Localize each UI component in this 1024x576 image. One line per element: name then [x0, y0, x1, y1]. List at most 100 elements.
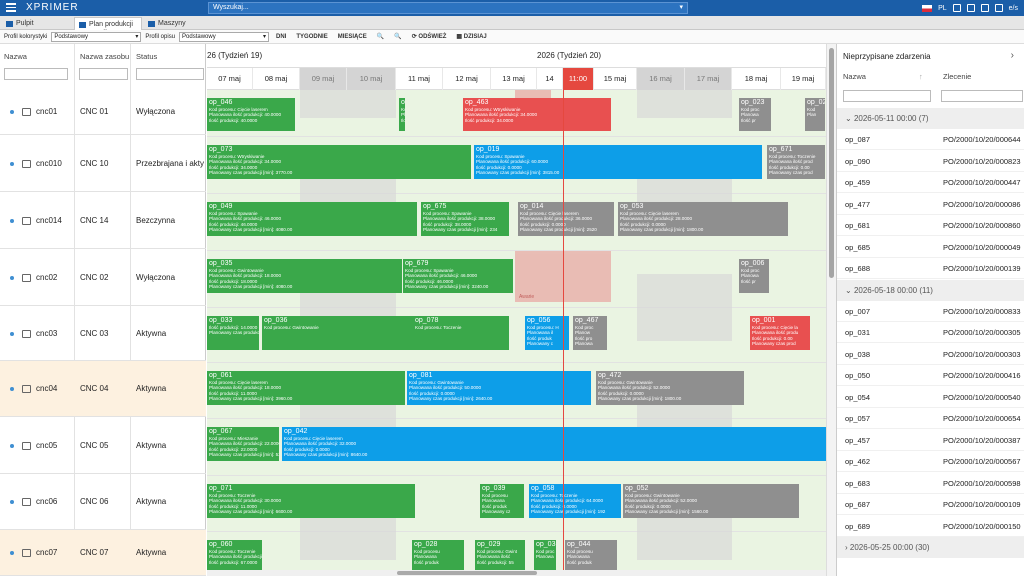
operation-bar[interactable]: op_052 Kod procesu: Gwintowanie Planowana …	[623, 484, 799, 518]
day-header-cell[interactable]: 11 maj	[396, 68, 443, 90]
operation-bar[interactable]: op_067 Kod procesu: Mieszanie Planowana il…	[207, 427, 279, 461]
operation-bar[interactable]: op_467 Kod proc Planow Ilość pro Planowa	[573, 316, 607, 350]
vertical-scrollbar[interactable]	[826, 44, 836, 576]
color-profile-select[interactable]: Podstawowy	[51, 31, 142, 42]
column-header-name[interactable]: Nazwa	[843, 72, 866, 81]
operation-bar[interactable]: op_02 Kod Plan	[805, 98, 825, 131]
operation-bar[interactable]: op_060 Kod procesu: Toczenie Planowana ilo…	[207, 540, 262, 572]
chevron-icon[interactable]: ⌄	[845, 285, 854, 295]
event-group-header[interactable]: ⌄ 2026-05-18 00:00 (11)	[837, 279, 1024, 301]
resource-row[interactable]: cnc01 CNC 01 Wyłączona	[0, 88, 206, 135]
days-button[interactable]: DNI	[276, 33, 287, 40]
day-header-cell[interactable]: 10 maj	[347, 68, 396, 90]
operation-bar[interactable]: op_675 Kod procesu: Spawanie Planowana ilo…	[421, 202, 509, 236]
event-row[interactable]: op_687 PO/2000/10/20/000109	[837, 494, 1024, 515]
resource-row[interactable]: cnc014 CNC 14 Bezczynna	[0, 192, 206, 249]
event-row[interactable]: op_477 PO/2000/10/20/000086	[837, 194, 1024, 215]
operation-bar[interactable]: op_029 Kod procesu: Gwint Planowana ilość I…	[475, 540, 525, 572]
day-header-cell[interactable]: 08 maj	[253, 68, 300, 90]
operation-bar[interactable]: op_039 Kod procesu Planowana Ilość produk Pl…	[480, 484, 524, 518]
zoom-in-icon[interactable]: 🔍	[376, 34, 385, 40]
operation-bar[interactable]: op_019 Kod procesu: Spawanie Planowana ilo…	[474, 145, 762, 179]
operation-bar[interactable]: op_078 Kod procesu: Toczenie	[413, 316, 509, 350]
user-icon[interactable]	[994, 4, 1003, 12]
column-header-resource[interactable]: Nazwa zasobu	[80, 52, 130, 61]
operation-bar[interactable]: op_046 Kod procesu: Cięcie laserem Planowa…	[207, 98, 295, 131]
column-header-order[interactable]: Zlecenie	[943, 72, 972, 81]
tab-plan-produkcji[interactable]: Plan produkcji - ...×	[74, 17, 142, 35]
operation-bar[interactable]: op_061 Kod procesu: Cięcie laserem Planowa…	[207, 371, 405, 405]
event-row[interactable]: op_057 PO/2000/10/20/000654	[837, 408, 1024, 429]
operation-bar[interactable]: op_023 Kod proc Planowa Ilość pr	[739, 98, 771, 131]
operation-bar[interactable]: op_001 Kod procesu: Cięcie la Planowana il…	[750, 316, 810, 350]
day-header-cell[interactable]: 16 maj	[637, 68, 685, 90]
resource-row[interactable]: cnc06 CNC 06 Aktywna	[0, 474, 206, 530]
event-row[interactable]: op_038 PO/2000/10/20/000303	[837, 344, 1024, 365]
operation-bar[interactable]: op_03(Kod proc Planowa	[534, 540, 556, 572]
day-header-cell[interactable]: 12 maj	[443, 68, 491, 90]
operation-bar[interactable]: op_033 Ilość produkcji: 14.0000 Planowany …	[207, 316, 259, 350]
polish-flag-icon[interactable]	[922, 4, 933, 12]
resource-row[interactable]: cnc03 CNC 03 Aktywna	[0, 306, 206, 361]
event-row[interactable]: op_457 PO/2000/10/20/000387	[837, 430, 1024, 451]
day-header-cell[interactable]: 09 maj	[300, 68, 347, 90]
event-row[interactable]: op_031 PO/2000/10/20/000305	[837, 322, 1024, 343]
operation-bar[interactable]: op_044 Kod procesu Planowana Ilość produk	[565, 540, 617, 572]
day-header-cell[interactable]: 07 maj	[207, 68, 253, 90]
resource-row[interactable]: cnc05 CNC 05 Aktywna	[0, 417, 206, 474]
day-header-cell[interactable]: 15 maj	[594, 68, 637, 90]
event-row[interactable]: op_683 PO/2000/10/20/000598	[837, 473, 1024, 494]
operation-bar[interactable]: op_035 Kod procesu: Gwintowanie Planowana …	[207, 259, 402, 293]
order-filter-input[interactable]	[941, 90, 1023, 102]
event-row[interactable]: op_007 PO/2000/10/20/000833	[837, 301, 1024, 322]
operation-bar[interactable]: op_056 Kod procesu: H Planowana il Ilość pr…	[525, 316, 569, 350]
tab-maszyny[interactable]: Maszyny	[144, 17, 192, 30]
event-row[interactable]: op_087 PO/2000/10/20/000644	[837, 129, 1024, 150]
hamburger-menu-icon[interactable]	[6, 3, 16, 12]
event-row[interactable]: op_689 PO/2000/10/20/000150	[837, 516, 1024, 537]
operation-bar[interactable]: op_472 Kod procesu: Gwintowanie Planowana …	[596, 371, 744, 405]
operation-bar[interactable]: op_006 Kod proc Planowa Ilość pr	[739, 259, 769, 293]
name-filter-input[interactable]	[843, 90, 931, 102]
event-row[interactable]: op_459 PO/2000/10/20/000447	[837, 172, 1024, 193]
chevron-icon[interactable]: ⌄	[845, 114, 854, 123]
status-filter-input[interactable]	[136, 68, 204, 80]
operation-bar[interactable]: op_053 Kod procesu: Cięcie laserem Planowa…	[618, 202, 788, 236]
day-header-cell[interactable]: 18 maj	[732, 68, 781, 90]
tab-pulpit[interactable]: Pulpit	[2, 17, 40, 30]
day-header-cell[interactable]: 14	[537, 68, 563, 90]
resource-filter-input[interactable]	[79, 68, 128, 80]
resource-row[interactable]: cnc02 CNC 02 Wyłączona	[0, 249, 206, 306]
sort-arrow-icon[interactable]: ↑	[919, 72, 923, 81]
event-row[interactable]: op_462 PO/2000/10/20/000567	[837, 451, 1024, 472]
resource-row[interactable]: cnc07 CNC 07 Aktywna	[0, 530, 206, 576]
column-header-name[interactable]: Nazwa	[4, 52, 27, 61]
today-button[interactable]: ▦ DZISIAJ	[456, 34, 487, 40]
event-group-header[interactable]: › 2026-05-25 00:00 (30)	[837, 537, 1024, 558]
event-row[interactable]: op_681 PO/2000/10/20/000860	[837, 215, 1024, 236]
user-label[interactable]: e/s	[1008, 4, 1018, 12]
resource-row[interactable]: cnc04 CNC 04 Aktywna	[0, 361, 206, 417]
operation-bar[interactable]: op_463 Kod procesu: Wtryskiwanie Planowana…	[463, 98, 611, 131]
resource-row[interactable]: cnc010 CNC 10 Przezbrajana i aktyw	[0, 135, 206, 192]
zoom-out-icon[interactable]: 🔍	[394, 34, 402, 40]
operation-bar[interactable]: op_071 Kod procesu: Toczenie Planowana ilo…	[207, 484, 415, 518]
operation-bar[interactable]: op_058 Kod procesu: Toczenie Planowana ilo…	[529, 484, 621, 518]
search-input[interactable]: Wyszukaj... ▾	[208, 2, 688, 14]
day-header-cell[interactable]: 13 maj	[491, 68, 537, 90]
desc-profile-select[interactable]: Podstawowy	[179, 31, 270, 42]
day-header-cell[interactable]: 19 maj	[781, 68, 826, 90]
calendar-icon[interactable]	[966, 4, 975, 12]
refresh-button[interactable]: ⟳ ODŚWIEŻ	[411, 34, 447, 40]
event-row[interactable]: op_054 PO/2000/10/20/000540	[837, 387, 1024, 408]
operation-bar[interactable]: op_049 Kod procesu: Spawanie Planowana ilo…	[207, 202, 417, 236]
grid-icon[interactable]	[980, 4, 989, 12]
operation-bar[interactable]: op_042 Kod procesu: Cięcie laserem Planowa…	[282, 427, 826, 461]
event-row[interactable]: op_050 PO/2000/10/20/000416	[837, 365, 1024, 386]
event-row[interactable]: op_688 PO/2000/10/20/000139	[837, 258, 1024, 279]
chevron-down-icon[interactable]: ▾	[679, 4, 683, 11]
chevron-icon[interactable]: ›	[845, 543, 850, 552]
operation-bar[interactable]: op_690Kod procesu: TocPlanowana ilośćIlo…	[399, 98, 405, 131]
scrollbar-thumb[interactable]	[829, 48, 834, 278]
day-header-cell[interactable]: 11:00	[563, 68, 594, 90]
